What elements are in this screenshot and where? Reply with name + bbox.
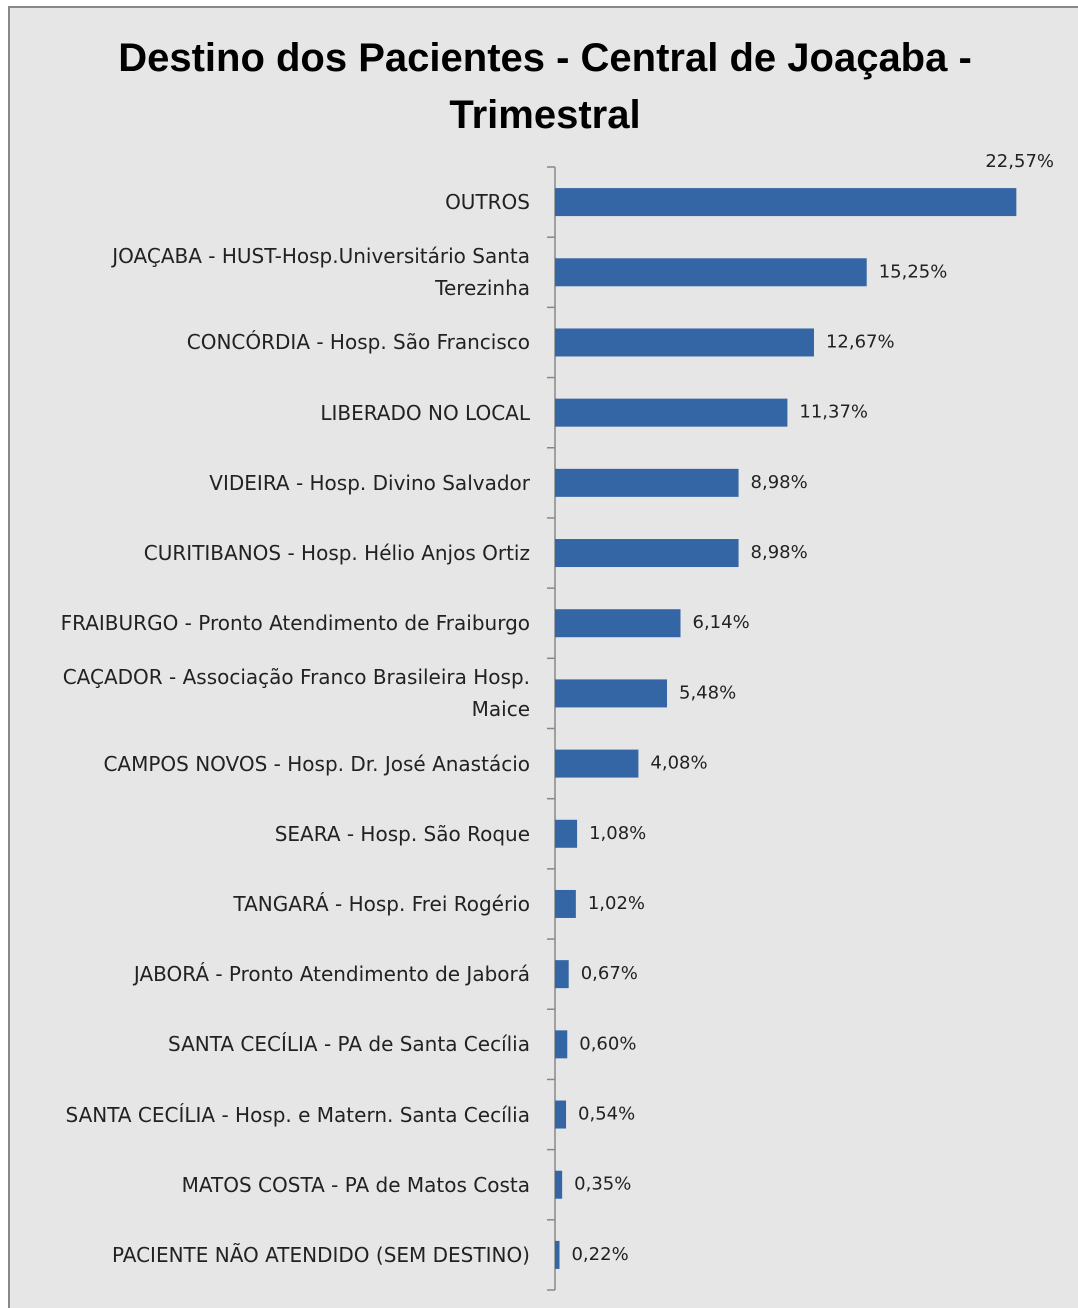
bar <box>555 889 576 918</box>
y-tick-label: CAÇADOR - Associação Franco Brasileira H… <box>62 665 530 722</box>
y-tick-label: SEARA - Hosp. São Roque <box>274 821 530 846</box>
bar <box>555 539 739 568</box>
y-tick-label: SANTA CECÍLIA - PA de Santa Cecília <box>168 1032 530 1057</box>
bar <box>555 1240 560 1269</box>
value-label: 12,67% <box>826 331 895 352</box>
chart-title: Destino dos Pacientes - Central de Joaça… <box>118 36 972 137</box>
y-tick-label: TANGARÁ - Hosp. Frei Rogério <box>233 891 530 916</box>
y-tick-label: VIDEIRA - Hosp. Divino Salvador <box>209 470 530 495</box>
bar <box>555 1100 567 1129</box>
y-tick-label: JOAÇABA - HUST-Hosp.Universitário Santa … <box>112 244 530 301</box>
value-label: 0,54% <box>578 1104 635 1125</box>
bar <box>555 258 867 287</box>
value-label: 0,35% <box>574 1174 631 1195</box>
value-label: 8,98% <box>751 472 808 493</box>
value-label: 15,25% <box>879 261 948 282</box>
y-tick-label: CONCÓRDIA - Hosp. São Francisco <box>186 330 530 355</box>
value-label: 0,67% <box>581 963 638 984</box>
value-label: 1,08% <box>589 823 646 844</box>
value-label: 6,14% <box>693 612 750 633</box>
y-tick-label: SANTA CECÍLIA - Hosp. e Matern. Santa Ce… <box>65 1102 531 1127</box>
y-tick-label: PACIENTE NÃO ATENDIDO (SEM DESTINO) <box>111 1242 530 1267</box>
y-tick-label: LIBERADO NO LOCAL <box>320 400 530 425</box>
value-label: 8,98% <box>751 542 808 563</box>
value-label: 1,02% <box>588 893 645 914</box>
value-label: 0,22% <box>571 1244 628 1265</box>
y-tick-label: CURITIBANOS - Hosp. Hélio Anjos Ortiz <box>143 541 530 566</box>
bar <box>555 679 668 708</box>
value-label: 0,60% <box>579 1033 636 1054</box>
y-tick-label: CAMPOS NOVOS - Hosp. Dr. José Anastácio <box>103 751 530 776</box>
bar <box>555 1030 568 1059</box>
bar <box>555 749 639 778</box>
bar <box>555 960 569 989</box>
y-tick-label: JABORÁ - Pronto Atendimento de Jaborá <box>133 962 530 987</box>
bar <box>555 819 578 848</box>
bar <box>555 1170 563 1199</box>
y-tick-label: MATOS COSTA - PA de Matos Costa <box>181 1172 530 1197</box>
bar <box>555 188 1017 217</box>
y-tick-label: FRAIBURGO - Pronto Atendimento de Fraibu… <box>60 611 530 636</box>
value-label: 4,08% <box>650 753 707 774</box>
value-label: 22,57% <box>985 151 1054 172</box>
bar <box>555 328 814 357</box>
bar <box>555 398 788 427</box>
value-label: 11,37% <box>799 402 868 423</box>
chart-area <box>8 6 1078 1308</box>
bar <box>555 609 681 638</box>
bar <box>555 468 739 497</box>
value-label: 5,48% <box>679 682 736 703</box>
y-tick-label: OUTROS <box>445 190 530 215</box>
